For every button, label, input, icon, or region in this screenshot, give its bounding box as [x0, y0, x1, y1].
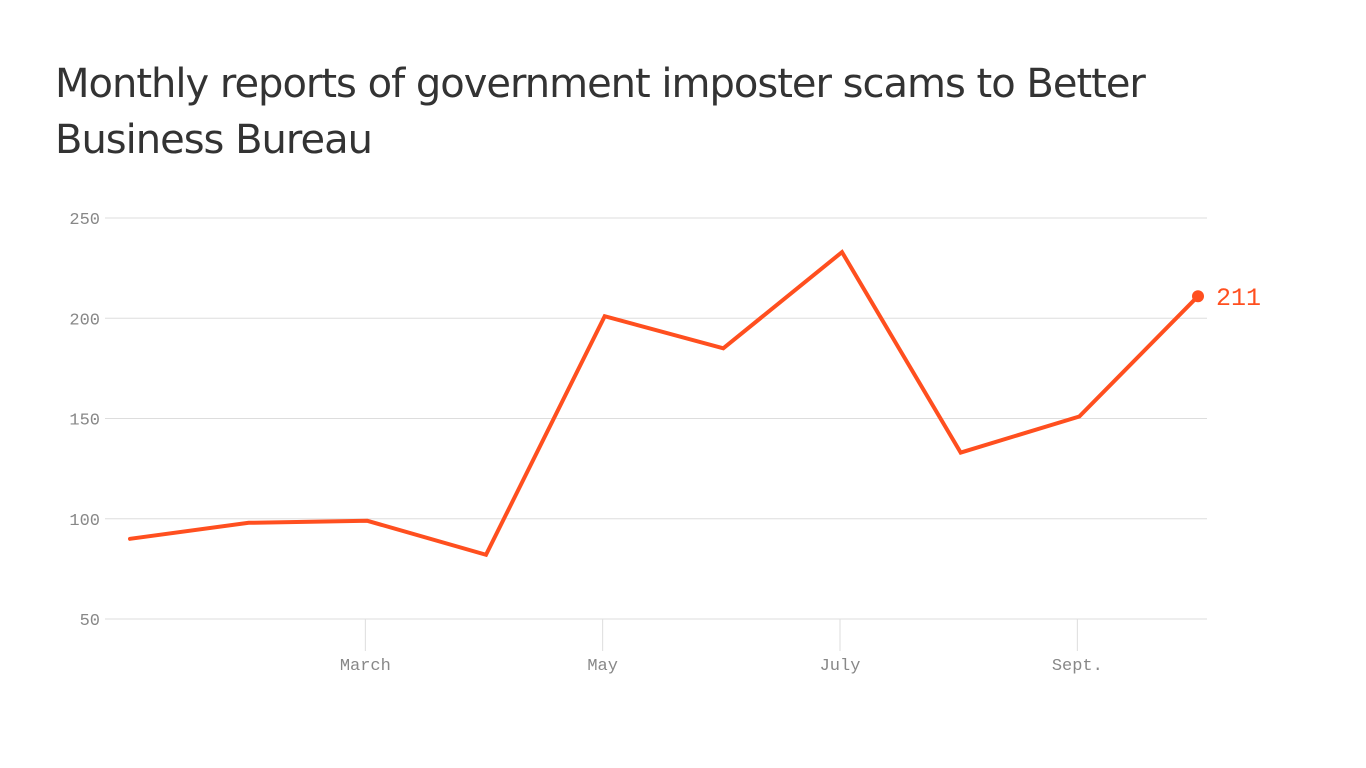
x-tick-label: May: [587, 657, 618, 676]
x-tick-label: July: [820, 657, 861, 676]
y-tick-label: 50: [80, 612, 100, 631]
end-value-label: 211: [1216, 284, 1261, 313]
x-tick-label: March: [340, 657, 391, 676]
y-tick-label: 250: [69, 211, 100, 230]
y-tick-label: 200: [69, 311, 100, 330]
end-point-marker: [1192, 290, 1204, 303]
data-line: [128, 249, 1200, 558]
x-tick-label: Sept.: [1052, 657, 1103, 676]
y-tick-label: 100: [69, 512, 100, 531]
y-tick-label: 150: [69, 412, 100, 431]
chart-title: Monthly reports of government imposter s…: [55, 61, 1146, 163]
